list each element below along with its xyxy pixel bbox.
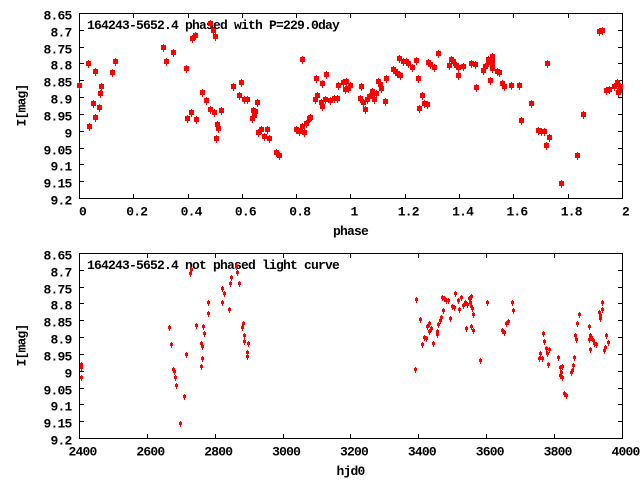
svg-text:0.4: 0.4 — [181, 205, 203, 220]
svg-text:9.1: 9.1 — [50, 159, 72, 174]
svg-text:3400: 3400 — [408, 445, 437, 460]
svg-text:9: 9 — [64, 126, 72, 141]
svg-text:9.15: 9.15 — [43, 416, 72, 431]
svg-text:164243-5652.4 phased with P=22: 164243-5652.4 phased with P=229.0day — [87, 18, 340, 33]
svg-text:2600: 2600 — [136, 445, 165, 460]
svg-text:8.7: 8.7 — [50, 25, 71, 40]
svg-text:phase: phase — [333, 224, 369, 239]
svg-text:1.8: 1.8 — [561, 205, 583, 220]
svg-text:9.1: 9.1 — [50, 399, 72, 414]
svg-text:4000: 4000 — [611, 445, 640, 460]
svg-text:1.4: 1.4 — [452, 205, 474, 220]
svg-text:3800: 3800 — [544, 445, 573, 460]
svg-text:I[mag]: I[mag] — [15, 84, 30, 126]
svg-text:9.2: 9.2 — [50, 433, 72, 448]
svg-text:hjd0: hjd0 — [336, 464, 365, 479]
svg-text:8.8: 8.8 — [50, 58, 72, 73]
svg-text:2400: 2400 — [68, 445, 97, 460]
svg-text:9.05: 9.05 — [43, 383, 72, 398]
svg-text:9.2: 9.2 — [50, 193, 72, 208]
svg-text:3000: 3000 — [272, 445, 301, 460]
svg-text:8.9: 8.9 — [50, 92, 72, 107]
svg-text:1.2: 1.2 — [398, 205, 420, 220]
svg-text:8.75: 8.75 — [43, 42, 72, 57]
svg-text:8.85: 8.85 — [43, 315, 72, 330]
svg-text:8.85: 8.85 — [43, 75, 72, 90]
svg-text:9: 9 — [64, 366, 72, 381]
svg-text:1: 1 — [350, 205, 358, 220]
svg-text:8.9: 8.9 — [50, 332, 72, 347]
svg-text:9.15: 9.15 — [43, 176, 72, 191]
svg-text:1.6: 1.6 — [506, 205, 528, 220]
svg-text:8.95: 8.95 — [43, 109, 72, 124]
svg-text:8.65: 8.65 — [43, 248, 72, 263]
svg-text:8.75: 8.75 — [43, 282, 72, 297]
svg-text:0: 0 — [79, 205, 87, 220]
svg-text:0.8: 0.8 — [289, 205, 311, 220]
svg-text:0.2: 0.2 — [126, 205, 148, 220]
svg-text:3200: 3200 — [340, 445, 369, 460]
svg-text:164243-5652.4 not phased light: 164243-5652.4 not phased light curve — [87, 258, 340, 273]
svg-text:9.05: 9.05 — [43, 143, 72, 158]
svg-text:3600: 3600 — [476, 445, 505, 460]
svg-text:0.6: 0.6 — [235, 205, 257, 220]
svg-text:8.7: 8.7 — [50, 265, 71, 280]
svg-text:2800: 2800 — [204, 445, 233, 460]
svg-text:2: 2 — [622, 205, 630, 220]
svg-text:8.95: 8.95 — [43, 349, 72, 364]
svg-text:8.8: 8.8 — [50, 298, 72, 313]
svg-text:I[mag]: I[mag] — [15, 324, 30, 366]
svg-text:8.65: 8.65 — [43, 8, 72, 23]
